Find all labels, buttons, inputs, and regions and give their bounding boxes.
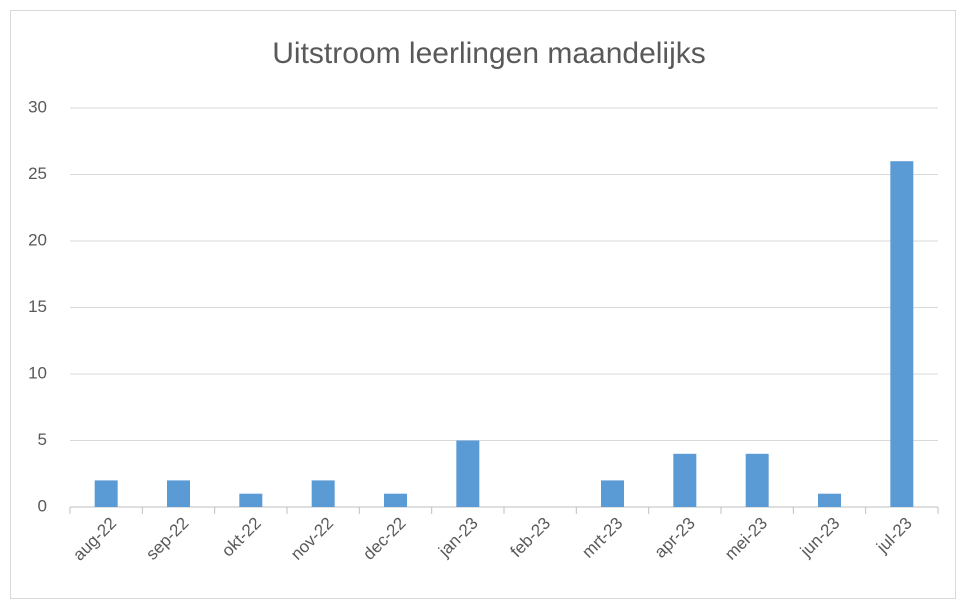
bar bbox=[818, 493, 841, 507]
bar bbox=[311, 480, 335, 507]
y-tick-label: 20 bbox=[28, 230, 47, 249]
y-tick-label: 25 bbox=[28, 164, 47, 183]
y-tick-label: 5 bbox=[38, 430, 47, 449]
bar bbox=[601, 480, 624, 507]
bar bbox=[456, 440, 480, 507]
y-tick-label: 30 bbox=[28, 97, 47, 116]
chart-border bbox=[10, 10, 956, 599]
y-tick-label: 10 bbox=[28, 363, 47, 382]
y-tick-label: 0 bbox=[38, 496, 47, 515]
bar bbox=[384, 493, 407, 507]
bar bbox=[745, 453, 769, 507]
chart-title: Uitstroom leerlingen maandelijks bbox=[272, 37, 706, 70]
bar bbox=[167, 480, 190, 507]
bar bbox=[94, 480, 118, 507]
bar bbox=[890, 161, 914, 507]
bar bbox=[239, 493, 263, 507]
bar bbox=[673, 453, 697, 507]
y-tick-label: 15 bbox=[28, 297, 47, 316]
